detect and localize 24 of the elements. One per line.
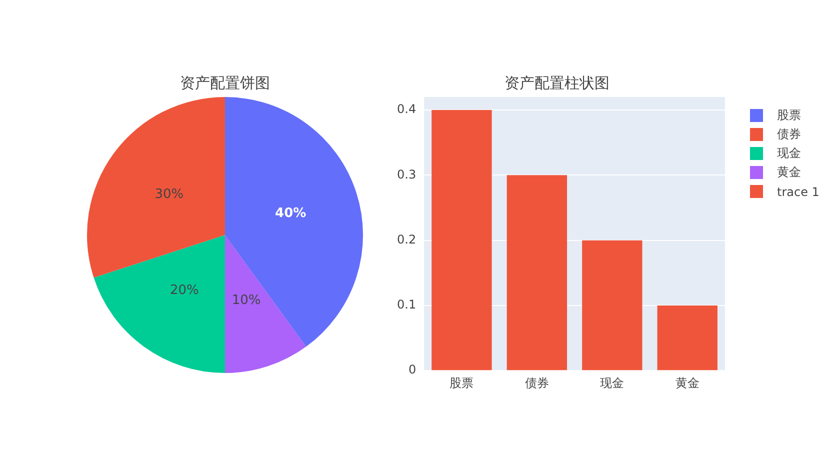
legend-label: 黄金 <box>777 164 801 181</box>
x-tick-label: 黄金 <box>675 376 700 390</box>
legend-label: 股票 <box>777 107 801 124</box>
bar <box>657 305 718 370</box>
legend-label: 现金 <box>777 145 801 162</box>
data-label: 30% <box>154 186 184 202</box>
bar <box>582 240 642 370</box>
bar <box>506 175 568 370</box>
y-tick-label: 0.2 <box>396 232 416 246</box>
y-tick-label: 0.4 <box>396 102 416 116</box>
x-tick-label: 现金 <box>600 376 624 390</box>
data-label: 40% <box>275 206 306 222</box>
x-tick-label: 债券 <box>524 376 549 390</box>
legend-label: 债券 <box>777 126 801 143</box>
data-label: 20% <box>170 283 199 298</box>
y-tick-label: 0 <box>408 362 416 377</box>
data-label: 10% <box>232 293 261 308</box>
y-tick-label: 0.1 <box>396 298 416 312</box>
chart-title: 资产配置饼图 <box>180 74 270 92</box>
text: trace 1 <box>777 184 820 198</box>
bar <box>432 110 492 370</box>
y-tick-label: 0.3 <box>396 167 416 182</box>
chart-title: 资产配置柱状图 <box>504 74 610 92</box>
x-tick-label: 股票 <box>450 376 474 390</box>
